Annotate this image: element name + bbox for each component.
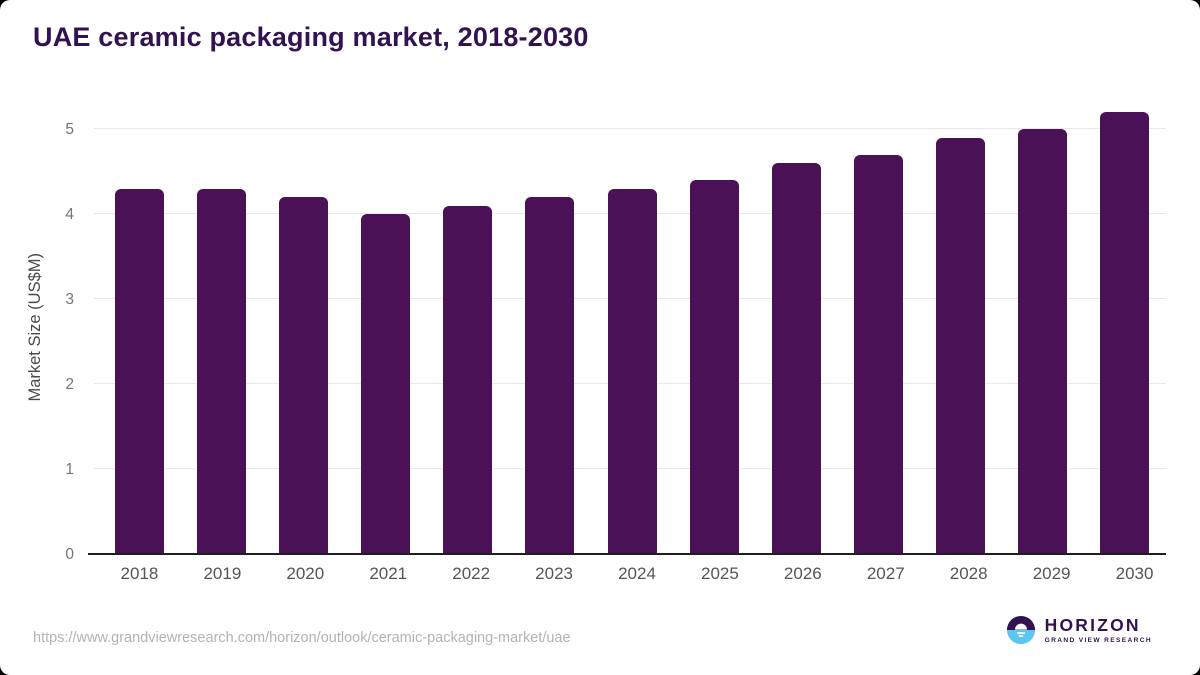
x-axis-line bbox=[88, 553, 1166, 555]
x-axis-tick-labels: 2018 2019 2020 2021 2022 2023 2024 2025 2026 2027… bbox=[88, 564, 1176, 584]
bar-2022 bbox=[443, 205, 493, 554]
bar-2021 bbox=[361, 214, 411, 554]
y-axis-title: Market Size (US$M) bbox=[26, 100, 45, 554]
x-tick-label-2024: 2024 bbox=[618, 564, 656, 583]
bar-2027 bbox=[853, 154, 903, 554]
bar-slot-2024 bbox=[591, 100, 673, 554]
bar-2018 bbox=[114, 188, 164, 554]
x-tick-label-2018: 2018 bbox=[120, 564, 159, 583]
brand-name: HORIZON bbox=[1044, 614, 1141, 635]
plot-area: 0 1 2 3 4 5 bbox=[65, 100, 1166, 561]
bar-slot-2030 bbox=[1084, 100, 1166, 554]
logo-text: HORIZON GRAND VIEW RESEARCH bbox=[1044, 614, 1152, 645]
x-tick-label-2030: 2030 bbox=[1115, 564, 1154, 583]
bar-2023 bbox=[525, 197, 575, 554]
horizon-logo: HORIZON GRAND VIEW RESEARCH bbox=[1006, 615, 1152, 645]
x-tick-label-2022: 2022 bbox=[452, 564, 491, 583]
bars-layer bbox=[88, 100, 1166, 554]
y-axis-title-text: Market Size (US$M) bbox=[26, 252, 44, 402]
bar-2029 bbox=[1018, 129, 1068, 554]
bar-slot-2027 bbox=[837, 100, 919, 554]
x-tick-label-2026: 2026 bbox=[783, 564, 822, 583]
bar-slot-2025 bbox=[673, 100, 755, 554]
bar-2030 bbox=[1100, 112, 1150, 554]
x-tick-label-2028: 2028 bbox=[949, 564, 988, 583]
bar-slot-2026 bbox=[755, 100, 837, 554]
bar-2028 bbox=[936, 137, 986, 554]
x-tick-label-2019: 2019 bbox=[203, 564, 242, 583]
bar-2025 bbox=[689, 180, 739, 554]
y-tick-label-5: 5 bbox=[65, 120, 74, 138]
bar-slot-2021 bbox=[344, 100, 426, 554]
x-tick-label-2023: 2023 bbox=[535, 564, 573, 583]
y-tick-label-1: 1 bbox=[65, 460, 74, 478]
horizon-sun-icon bbox=[1006, 615, 1035, 645]
chart-title: UAE ceramic packaging market, 2018-2030 bbox=[33, 22, 589, 52]
y-tick-label-0: 0 bbox=[65, 545, 74, 563]
bar-slot-2029 bbox=[1002, 100, 1084, 554]
y-tick-label-4: 4 bbox=[65, 205, 74, 223]
bar-2024 bbox=[607, 188, 657, 554]
bar-2019 bbox=[196, 188, 246, 554]
bar-slot-2020 bbox=[262, 100, 344, 554]
bar-slot-2018 bbox=[98, 100, 180, 554]
gridline-5 bbox=[94, 128, 1166, 129]
bar-slot-2019 bbox=[180, 100, 262, 554]
x-tick-label-2020: 2020 bbox=[286, 564, 325, 583]
bar-slot-2028 bbox=[920, 100, 1002, 554]
bar-slot-2023 bbox=[509, 100, 591, 554]
y-tick-label-2: 2 bbox=[65, 375, 74, 393]
x-tick-label-2025: 2025 bbox=[701, 564, 739, 583]
bar-2026 bbox=[771, 163, 821, 554]
y-tick-label-3: 3 bbox=[65, 290, 74, 308]
source-url: https://www.grandviewresearch.com/horizo… bbox=[33, 630, 571, 646]
bar-2020 bbox=[278, 197, 328, 554]
brand-subtitle: GRAND VIEW RESEARCH bbox=[1044, 637, 1152, 645]
x-tick-label-2021: 2021 bbox=[369, 564, 408, 583]
bar-slot-2022 bbox=[427, 100, 509, 554]
x-tick-label-2029: 2029 bbox=[1032, 564, 1071, 583]
x-tick-label-2027: 2027 bbox=[866, 564, 905, 583]
